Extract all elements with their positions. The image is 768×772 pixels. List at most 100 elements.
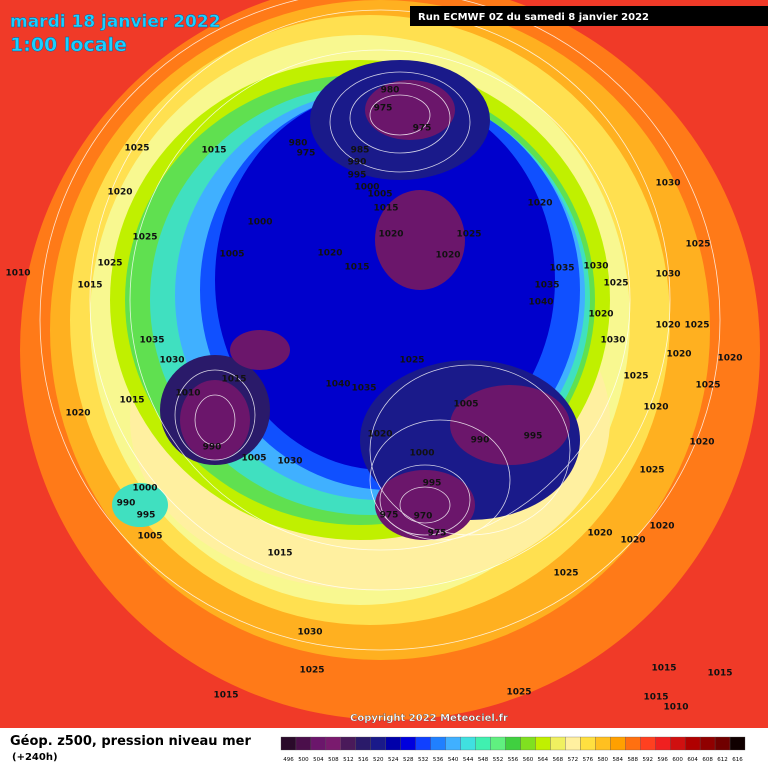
isobar-label: 1025	[603, 279, 628, 289]
isobar-label: 1035	[139, 336, 164, 346]
color-legend: 496 500 504 508 512 516 520 524 528 532 536 540 544 5…	[280, 736, 746, 763]
isobar-label: 1030	[297, 628, 322, 638]
isobar-label: 1015	[373, 204, 398, 214]
legend-swatch	[714, 736, 731, 751]
isobar-label: 1035	[351, 384, 376, 394]
isobar-label: 1025	[506, 688, 531, 698]
isobar-label: 1030	[159, 356, 184, 366]
legend-label: 504	[313, 757, 324, 763]
legend-swatch	[490, 736, 506, 751]
isobar-label: 975	[380, 511, 399, 521]
legend-swatch	[325, 736, 342, 751]
legend-label: 580	[598, 757, 609, 763]
legend-label: 592	[642, 757, 653, 763]
isobar-label: 1025	[695, 381, 720, 391]
legend-swatch	[640, 736, 656, 751]
isobar-label: 1015	[344, 263, 369, 273]
isobar-label: 1020	[620, 536, 645, 546]
isobar-label: 1010	[5, 269, 30, 279]
isobar-label: 1025	[684, 321, 709, 331]
isobar-label: 1020	[649, 522, 674, 532]
isobar-label: 1035	[549, 264, 574, 274]
isobar-label: 1040	[528, 298, 553, 308]
legend-label: 536	[433, 757, 444, 763]
isobar-label: 970	[414, 512, 433, 522]
legend-label: 556	[508, 757, 519, 763]
isobar-label: 995	[348, 171, 367, 181]
isobar-label: 1020	[655, 321, 680, 331]
isobar-label: 1025	[456, 230, 481, 240]
isobar-label: 1020	[689, 438, 714, 448]
run-banner	[410, 6, 768, 26]
isobar-label: 1025	[685, 240, 710, 250]
legend-swatch	[460, 736, 476, 751]
footer-lead: (+240h)	[12, 752, 58, 763]
legend-label: 544	[463, 757, 474, 763]
legend-label: 568	[553, 757, 564, 763]
isobar-label: 995	[423, 479, 442, 489]
legend-swatch	[580, 736, 596, 751]
isobar-label: 1030	[600, 336, 625, 346]
legend-label: 512	[343, 757, 354, 763]
isobar-label: 1020	[643, 403, 668, 413]
legend-label: 540	[448, 757, 459, 763]
isobar-label: 1030	[655, 270, 680, 280]
legend-swatch	[565, 736, 581, 751]
isobar-label: 1025	[399, 356, 424, 366]
isobar-label: 1020	[107, 188, 132, 198]
legend-label: 596	[657, 757, 668, 763]
isobar-label: 1025	[639, 466, 664, 476]
isobar-label: 1000	[132, 484, 157, 494]
legend-label: 608	[702, 757, 713, 763]
legend-swatch	[595, 736, 611, 751]
isobar-label: 1005	[241, 454, 266, 464]
legend-swatch	[655, 736, 671, 751]
isobar-label: 990	[471, 436, 490, 446]
footer-title: Géop. z500, pression niveau mer	[10, 734, 251, 749]
legend-swatch	[684, 736, 701, 751]
isobar-labels: 1025 1015 1020 1025 1000 1005 1025 1015 1010 1035…	[5, 86, 742, 713]
map-time: 1:00 locale	[10, 34, 127, 56]
legend-label: 600	[672, 757, 683, 763]
isobar-label: 1020	[588, 310, 613, 320]
legend-label: 524	[388, 757, 399, 763]
legend-label: 616	[732, 757, 743, 763]
isobar-label: 975	[428, 529, 447, 539]
isobar-label: 980	[289, 139, 308, 149]
legend-swatch	[670, 736, 686, 751]
isobar-label: 1020	[367, 430, 392, 440]
isobar-label: 1040	[325, 380, 350, 390]
isobar-label: 1025	[132, 233, 157, 243]
legend-swatch	[520, 736, 536, 751]
isobar-label: 1020	[666, 350, 691, 360]
isobar-label: 1015	[267, 549, 292, 559]
legend-swatch	[400, 736, 416, 751]
isobar-label: 990	[203, 443, 222, 453]
legend-swatch	[475, 736, 491, 751]
legend-label: 560	[523, 757, 534, 763]
isobar-label: 975	[297, 149, 316, 159]
isobar-label: 1005	[219, 250, 244, 260]
isobar-label: 1020	[527, 199, 552, 209]
isobar-label: 1015	[221, 375, 246, 385]
legend-swatch	[280, 736, 297, 751]
map-field	[0, 0, 768, 728]
isobar-label: 1010	[175, 389, 200, 399]
isobar-label: 1015	[201, 146, 226, 156]
isobar-label: 1020	[378, 230, 403, 240]
legend-label: 572	[568, 757, 579, 763]
isobar-label: 1015	[651, 664, 676, 674]
legend-label: 604	[687, 757, 698, 763]
isobar-label: 990	[348, 158, 367, 168]
legend-label: 564	[538, 757, 549, 763]
legend-swatch	[295, 736, 312, 751]
legend-label: 516	[358, 757, 369, 763]
legend-label: 548	[478, 757, 489, 763]
isobar-label: 975	[413, 124, 432, 134]
isobar-label: 1020	[587, 529, 612, 539]
legend-label: 612	[717, 757, 728, 763]
isobar-label: 1005	[367, 190, 392, 200]
legend-swatch	[340, 736, 356, 751]
run-info: Run ECMWF 0Z du samedi 8 janvier 2022	[418, 12, 649, 23]
isobar-label: 1015	[77, 281, 102, 291]
